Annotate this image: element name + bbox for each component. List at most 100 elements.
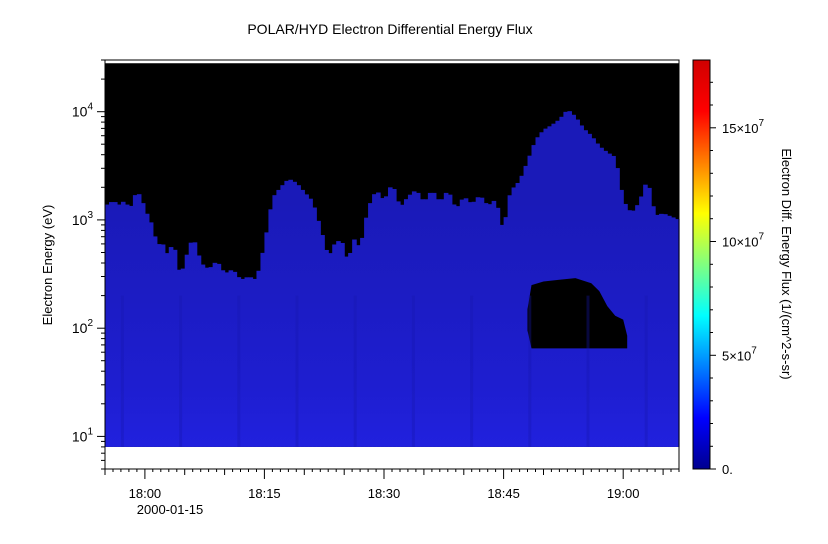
flux-column [188, 242, 194, 447]
flux-column [631, 210, 636, 447]
flux-column [483, 203, 489, 447]
colorbar: 0. 5×107 10×107 15×107 [692, 59, 765, 477]
flux-column [467, 202, 473, 447]
flux-column [336, 241, 341, 447]
flux-column [200, 264, 206, 447]
flux-striation [295, 295, 299, 447]
flux-column [344, 256, 349, 447]
flux-column [360, 237, 365, 447]
y-tick-label: 104 [72, 102, 94, 120]
flux-column [260, 252, 266, 447]
flux-column [224, 272, 230, 447]
flux-column [136, 194, 142, 447]
flux-column [435, 199, 441, 447]
y-tick-label: 101 [72, 426, 94, 444]
flux-column [667, 215, 672, 447]
flux-striation [179, 295, 183, 447]
flux-column [108, 202, 114, 447]
flux-column [423, 199, 429, 447]
flux-column [647, 187, 652, 447]
plot-area [104, 59, 680, 470]
flux-column [643, 184, 648, 447]
flux-column [356, 245, 361, 447]
flux-column [407, 194, 413, 447]
flux-column [280, 185, 285, 447]
colorbar-tick-label: 5×107 [722, 345, 757, 363]
flux-column [232, 271, 238, 447]
flux-column [507, 195, 513, 447]
flux-column [264, 232, 270, 447]
flux-striation [353, 295, 357, 447]
flux-column [503, 217, 509, 447]
flux-column [611, 155, 616, 447]
y-axis: 101 102 103 104 [72, 59, 105, 470]
flux-column [128, 205, 134, 447]
spectrogram-data [105, 63, 680, 447]
flux-striation [528, 295, 532, 447]
flux-column [316, 220, 321, 447]
x-tick-label: 18:00 [129, 486, 162, 501]
flux-column [348, 252, 353, 447]
flux-column [463, 198, 469, 447]
flux-column [192, 242, 198, 447]
flux-column [168, 247, 174, 447]
flux-column [328, 253, 333, 447]
x-axis: 18:00 18:15 18:30 18:45 19:00 [104, 469, 680, 501]
flux-column [148, 222, 154, 447]
flux-striation [644, 295, 648, 447]
flux-column [208, 267, 214, 447]
low-flux-region [527, 278, 628, 349]
colorbar-tick-label: 10×107 [722, 232, 765, 250]
flux-column [511, 187, 517, 447]
flux-column [479, 197, 485, 447]
x-date-label: 2000-01-15 [137, 502, 204, 517]
flux-column [160, 244, 166, 447]
colorbar-tick-label: 15×107 [722, 118, 765, 136]
flux-column [403, 199, 409, 447]
flux-striation [411, 295, 415, 447]
flux-column [220, 270, 226, 447]
flux-column [388, 187, 393, 447]
flux-striation [120, 295, 124, 447]
flux-column [216, 263, 222, 447]
flux-column [411, 191, 417, 447]
flux-column [603, 150, 608, 447]
flux-column [140, 203, 146, 447]
flux-column [523, 165, 529, 447]
flux-column [276, 189, 281, 447]
flux-column [180, 268, 186, 447]
flux-column [324, 249, 329, 447]
flux-column [212, 262, 218, 447]
flux-column [487, 204, 493, 447]
flux-column [244, 277, 250, 447]
flux-column [439, 199, 445, 447]
flux-column [256, 270, 262, 447]
flux-column [471, 201, 477, 447]
flux-column [124, 204, 130, 447]
flux-column [447, 194, 453, 447]
flux-column [132, 195, 138, 447]
flux-striation [237, 295, 241, 447]
flux-column [236, 277, 242, 447]
flux-column [499, 224, 505, 447]
flux-column [116, 204, 122, 447]
flux-column [172, 249, 178, 447]
flux-column [415, 192, 421, 447]
flux-column [427, 192, 433, 447]
flux-column [228, 270, 234, 447]
x-tick-label: 18:30 [368, 486, 401, 501]
flux-column [675, 219, 680, 447]
y-axis-label: Electron Energy (eV) [40, 205, 55, 326]
flux-column [615, 168, 620, 447]
flux-column [308, 198, 313, 447]
flux-column [332, 244, 337, 447]
flux-column [475, 197, 481, 447]
flux-column [248, 277, 254, 447]
colorbar-scale [692, 59, 711, 470]
flux-column [395, 201, 401, 447]
flux-column [623, 203, 628, 447]
flux-column [152, 236, 158, 447]
flux-column [376, 192, 381, 447]
x-tick-label: 18:15 [248, 486, 281, 501]
